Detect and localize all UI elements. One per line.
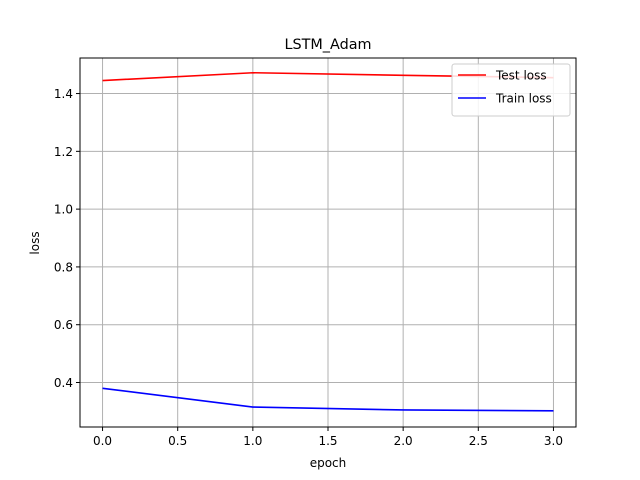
legend: Test loss Train loss (451, 63, 571, 117)
chart-title: LSTM_Adam (284, 37, 371, 53)
x-tick-label: 2.5 (469, 434, 488, 448)
y-tick-label: 1.0 (54, 203, 73, 217)
x-tick-label: 1.5 (318, 434, 337, 448)
grid (80, 58, 576, 427)
legend-label-train-loss: Train loss (495, 92, 552, 106)
y-tick-label: 0.8 (54, 260, 73, 274)
axis-ticks: 0.0 0.5 1.0 1.5 2.0 2.5 3.0 0.4 0.6 0.8 1.0 1.2 1.4 (54, 87, 563, 448)
legend-label-test-loss: Test loss (495, 69, 547, 83)
y-tick-label: 0.6 (54, 318, 73, 332)
x-tick-label: 0.5 (168, 434, 187, 448)
y-tick-label: 0.4 (54, 376, 73, 390)
y-axis-label: loss (28, 231, 42, 254)
legend-box (451, 63, 571, 117)
x-tick-label: 0.0 (93, 434, 112, 448)
x-tick-label: 3.0 (544, 434, 563, 448)
y-tick-label: 1.4 (54, 87, 73, 101)
x-tick-label: 1.0 (243, 434, 262, 448)
x-axis-label: epoch (310, 456, 347, 470)
y-tick-label: 1.2 (54, 145, 73, 159)
x-tick-label: 2.0 (394, 434, 413, 448)
series-line-train-loss (102, 387, 554, 412)
